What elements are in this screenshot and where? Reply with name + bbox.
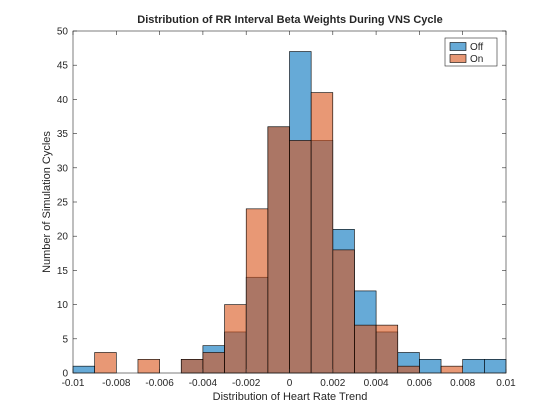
bar-on-8	[245, 208, 269, 374]
x-tick-label: -0.006	[145, 378, 174, 389]
legend: Off On	[444, 37, 498, 67]
y-tick-label: 5	[62, 334, 68, 345]
bar-off-18	[462, 359, 485, 374]
bar-on-17	[440, 365, 463, 374]
legend-label-off: Off	[470, 42, 483, 53]
y-tick-label: 30	[57, 163, 69, 174]
x-tick-label: -0.004	[189, 378, 218, 389]
bar-on-3	[137, 359, 160, 374]
bar-on-1	[94, 352, 117, 374]
legend-label-on: On	[470, 54, 483, 65]
x-axis-label: Distribution of Heart Rate Trend	[213, 391, 368, 403]
y-tick-label: 25	[57, 198, 69, 209]
bar-on-9	[267, 126, 290, 374]
x-tick-label: 0.006	[407, 378, 432, 389]
bar-on-12	[332, 249, 355, 374]
y-tick-label: 0	[62, 369, 68, 380]
y-tick-label: 50	[57, 27, 69, 38]
y-tick-label: 10	[57, 300, 69, 311]
bar-on-7	[224, 304, 247, 374]
bar-on-14	[375, 324, 399, 374]
x-tick-label: 0.004	[364, 378, 389, 389]
bar-on-6	[202, 352, 225, 374]
x-tick-label: -0.008	[102, 378, 131, 389]
bar-off-16	[419, 359, 442, 374]
x-tick-label: 0.01	[496, 378, 516, 389]
bar-off-19	[484, 359, 507, 374]
y-tick-label: 45	[57, 61, 69, 72]
legend-swatch-on	[449, 54, 467, 63]
bar-on-11	[310, 92, 334, 374]
y-axis-label: Number of Simulation Cycles	[41, 131, 53, 273]
bar-on-10	[289, 140, 312, 374]
x-tick-label: 0.008	[450, 378, 475, 389]
ticks-layer: -0.01 -0.008 -0.006 -0.004 -0.002 0 0.002 0.004…	[57, 27, 516, 390]
bars-layer	[72, 51, 507, 374]
y-tick-label: 15	[57, 266, 69, 277]
y-tick-label: 35	[57, 129, 69, 140]
y-tick-label: 40	[57, 95, 69, 106]
y-tick-label: 20	[57, 232, 69, 243]
bar-off-0	[72, 365, 95, 374]
bar-on-15	[397, 365, 420, 374]
bar-on-5	[180, 359, 204, 374]
bar-on-13	[354, 324, 377, 374]
x-tick-label: 0.002	[320, 378, 345, 389]
x-tick-label: -0.01	[62, 378, 85, 389]
x-tick-label: -0.002	[232, 378, 261, 389]
legend-swatch-off	[449, 42, 467, 51]
chart-title: Distribution of RR Interval Beta Weights…	[137, 14, 442, 26]
x-tick-label: 0	[287, 378, 293, 389]
